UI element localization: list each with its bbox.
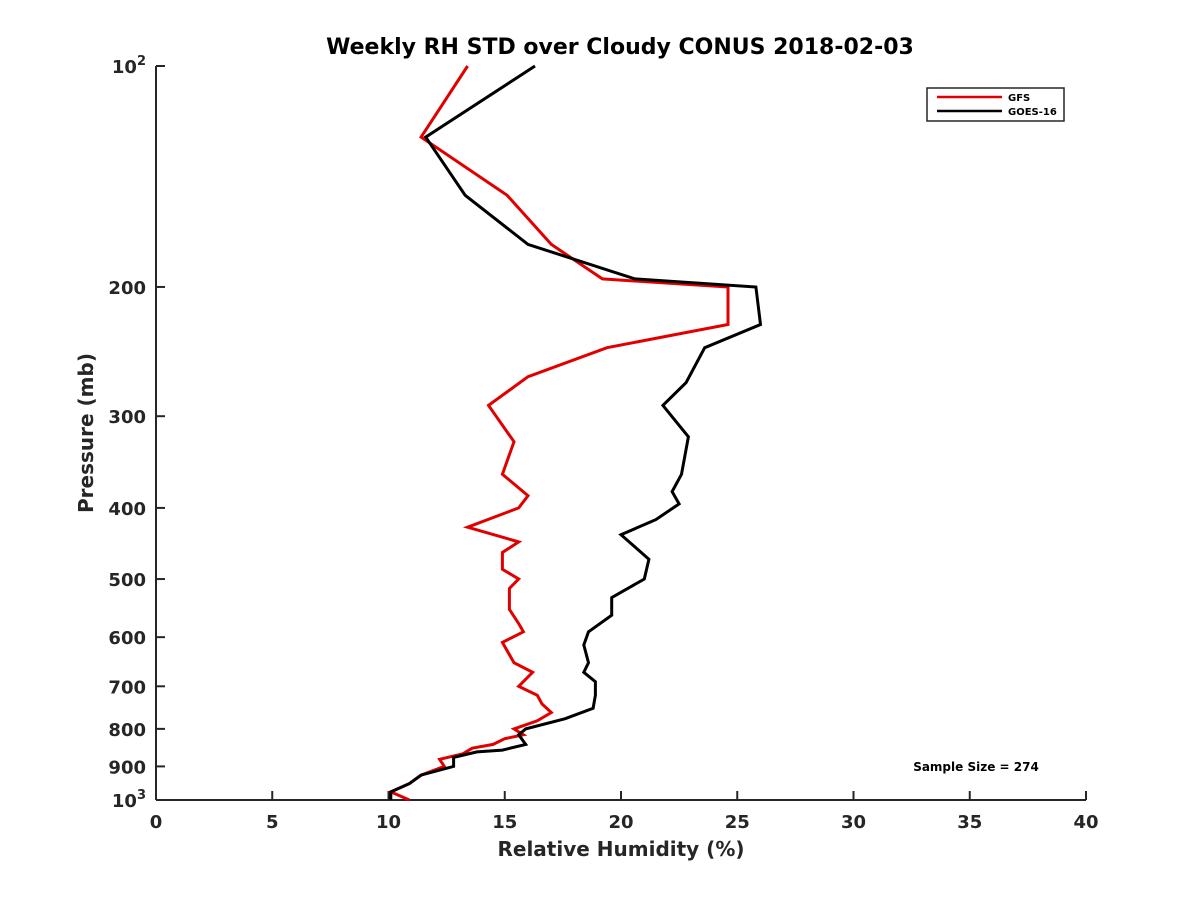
y-tick-label: 400 [108,499,146,520]
legend-box [926,87,1065,122]
chart-title: Weekly RH STD over Cloudy CONUS 2018-02-… [326,35,914,60]
series-line-goes16 [389,64,763,800]
x-tick-label: 25 [725,812,750,833]
x-tick-label: 30 [841,812,866,833]
x-tick-label: 35 [957,812,982,833]
plot-area: 0 5 10 15 20 25 30 35 40 102 200 300 400 500 600 700 80… [108,54,1098,833]
x-axis-label: Relative Humidity (%) [497,837,744,861]
x-tick-label: 40 [1073,812,1098,833]
legend-label-goes16: GOES-16 [1008,107,1057,118]
y-tick-label: 700 [108,677,146,698]
y-tick-label: 800 [108,720,146,741]
y-tick-label: 300 [108,407,146,428]
sample-size-annotation: Sample Size = 274 [913,760,1039,774]
y-axis-label: Pressure (mb) [74,353,98,513]
y-tick-label: 900 [108,757,146,778]
series-lines [387,64,763,802]
x-tick-label: 20 [608,812,633,833]
x-tick-label: 0 [150,812,163,833]
x-ticks: 0 5 10 15 20 25 30 35 40 [150,791,1099,833]
x-tick-label: 10 [376,812,401,833]
legend-label-gfs: GFS [1008,93,1030,104]
x-tick-label: 15 [492,812,517,833]
y-tick-label: 102 [112,54,146,78]
y-tick-label: 500 [108,570,146,591]
x-tick-label: 5 [266,812,279,833]
y-ticks: 102 200 300 400 500 600 700 800 900 103 [108,54,165,812]
legend: GFS GOES-16 [926,87,1065,122]
series-line-gfs [387,65,730,802]
y-tick-label: 600 [108,628,146,649]
y-tick-label: 200 [108,278,146,299]
y-tick-label: 103 [112,788,146,812]
